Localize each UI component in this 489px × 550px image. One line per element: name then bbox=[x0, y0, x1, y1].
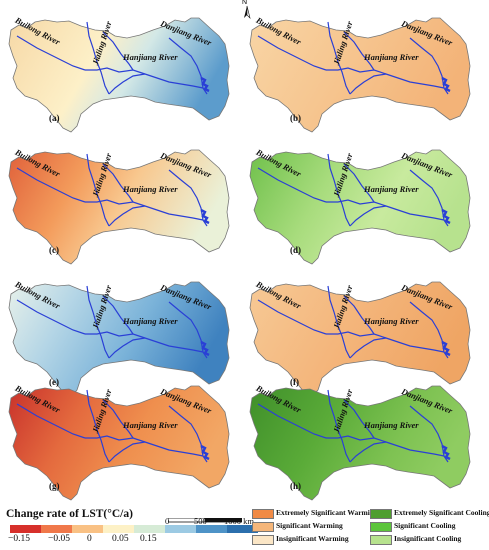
colorbar-segment bbox=[10, 525, 41, 533]
region-map bbox=[8, 281, 230, 397]
scale-label-500: 500 bbox=[194, 516, 207, 526]
rate-colorbar bbox=[10, 525, 258, 533]
panel-label: (d) bbox=[290, 245, 301, 255]
map-panel-1: Builong River Jialing River Hanjiang Riv… bbox=[5, 8, 245, 136]
colorbar-segment bbox=[103, 525, 134, 533]
map-panel-6: Builong River Jialing River Hanjiang Riv… bbox=[246, 272, 486, 400]
colorbar-tick-label: 0.15 bbox=[140, 534, 157, 544]
region-map bbox=[249, 149, 471, 265]
legend-swatch bbox=[370, 535, 392, 545]
legend-label: Extremely Significant Warming bbox=[276, 508, 378, 517]
legend-swatch bbox=[370, 509, 392, 519]
label-hanjiang-river: Hanjiang River bbox=[123, 420, 178, 430]
panel-label: (h) bbox=[290, 481, 301, 491]
colorbar-segment bbox=[72, 525, 103, 533]
legend-label: Extremely Significant Cooling bbox=[394, 508, 489, 517]
north-arrow-icon bbox=[244, 5, 251, 19]
region-map bbox=[249, 385, 471, 501]
region-map bbox=[249, 17, 471, 133]
scale-bar bbox=[167, 510, 243, 523]
panel-label: (a) bbox=[49, 113, 60, 123]
region-map bbox=[8, 17, 230, 133]
north-label: N bbox=[242, 0, 248, 6]
region-map bbox=[8, 385, 230, 501]
panel-label: (g) bbox=[49, 481, 60, 491]
legend-swatch bbox=[252, 522, 274, 532]
legend-swatch bbox=[370, 522, 392, 532]
colorbar-segment bbox=[227, 525, 258, 533]
panel-label: (e) bbox=[49, 377, 59, 387]
rate-legend-title: Change rate of LST(°C/a) bbox=[6, 508, 133, 520]
legend-swatch bbox=[252, 509, 274, 519]
label-hanjiang-river: Hanjiang River bbox=[123, 184, 178, 194]
panel-label: (b) bbox=[290, 113, 301, 123]
legend-label: Insignificant Warming bbox=[276, 534, 349, 543]
map-panel-2: Builong River Jialing River Hanjiang Riv… bbox=[246, 8, 486, 136]
label-hanjiang-river: Hanjiang River bbox=[364, 52, 419, 62]
panel-label: (c) bbox=[49, 245, 59, 255]
colorbar-segment bbox=[41, 525, 72, 533]
scale-label-0: 0 bbox=[165, 516, 170, 526]
colorbar-tick-label: 0 bbox=[87, 534, 92, 544]
map-panel-4: Builong River Jialing River Hanjiang Riv… bbox=[246, 140, 486, 268]
colorbar-segment bbox=[134, 525, 165, 533]
region-map bbox=[8, 149, 230, 265]
legend-label: Significant Cooling bbox=[394, 521, 456, 530]
region-map bbox=[249, 281, 471, 397]
map-panel-7: Builong River Jialing River Hanjiang Riv… bbox=[5, 376, 245, 504]
colorbar-tick-label: 0.05 bbox=[112, 534, 129, 544]
scale-label-1000: 1000 km bbox=[224, 516, 254, 526]
legend-swatch bbox=[252, 535, 274, 545]
colorbar-segment bbox=[196, 525, 227, 533]
map-panel-3: Builong River Jialing River Hanjiang Riv… bbox=[5, 140, 245, 268]
colorbar-tick-label: −0.15 bbox=[8, 534, 30, 544]
colorbar-tick-label: −0.05 bbox=[48, 534, 70, 544]
north-arrow: N bbox=[240, 0, 254, 20]
label-hanjiang-river: Hanjiang River bbox=[364, 420, 419, 430]
label-hanjiang-river: Hanjiang River bbox=[364, 184, 419, 194]
label-hanjiang-river: Hanjiang River bbox=[123, 316, 178, 326]
panel-label: (f) bbox=[290, 377, 299, 387]
map-panel-5: Builong River Jialing River Hanjiang Riv… bbox=[5, 272, 245, 400]
colorbar-segment bbox=[165, 525, 196, 533]
label-hanjiang-river: Hanjiang River bbox=[123, 52, 178, 62]
map-panel-8: Builong River Jialing River Hanjiang Riv… bbox=[246, 376, 486, 504]
legend-label: Insignificant Cooling bbox=[394, 534, 462, 543]
label-hanjiang-river: Hanjiang River bbox=[364, 316, 419, 326]
legend-label: Significant Warming bbox=[276, 521, 343, 530]
